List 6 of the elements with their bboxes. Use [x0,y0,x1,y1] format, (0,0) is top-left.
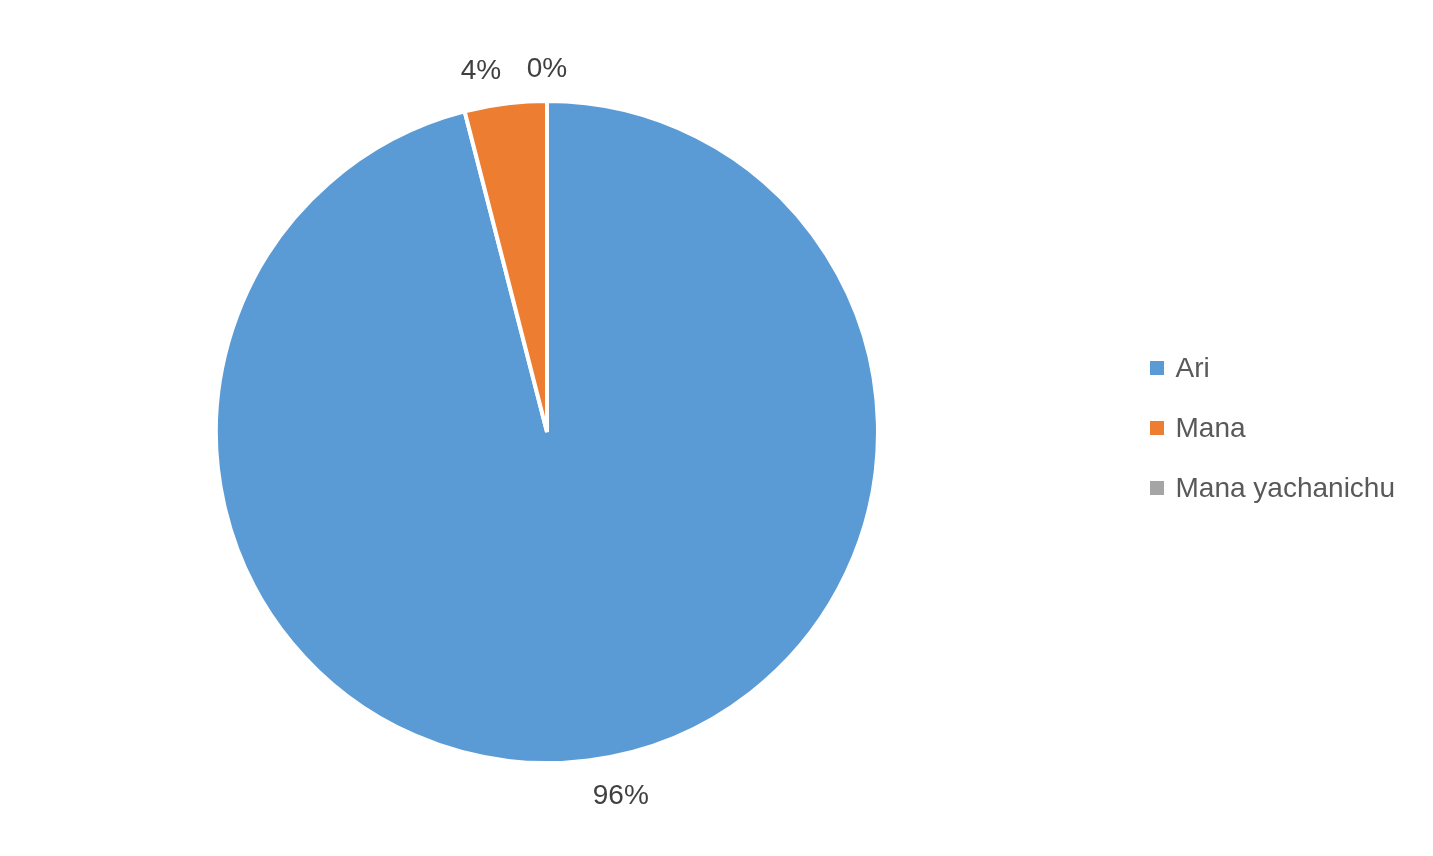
legend-label: Mana yachanichu [1175,472,1395,504]
data-label: 96% [592,778,649,810]
legend-label: Mana [1175,412,1246,444]
data-label: 4% [460,54,502,86]
legend-label: Ari [1175,352,1210,384]
text: 0% [526,51,568,83]
